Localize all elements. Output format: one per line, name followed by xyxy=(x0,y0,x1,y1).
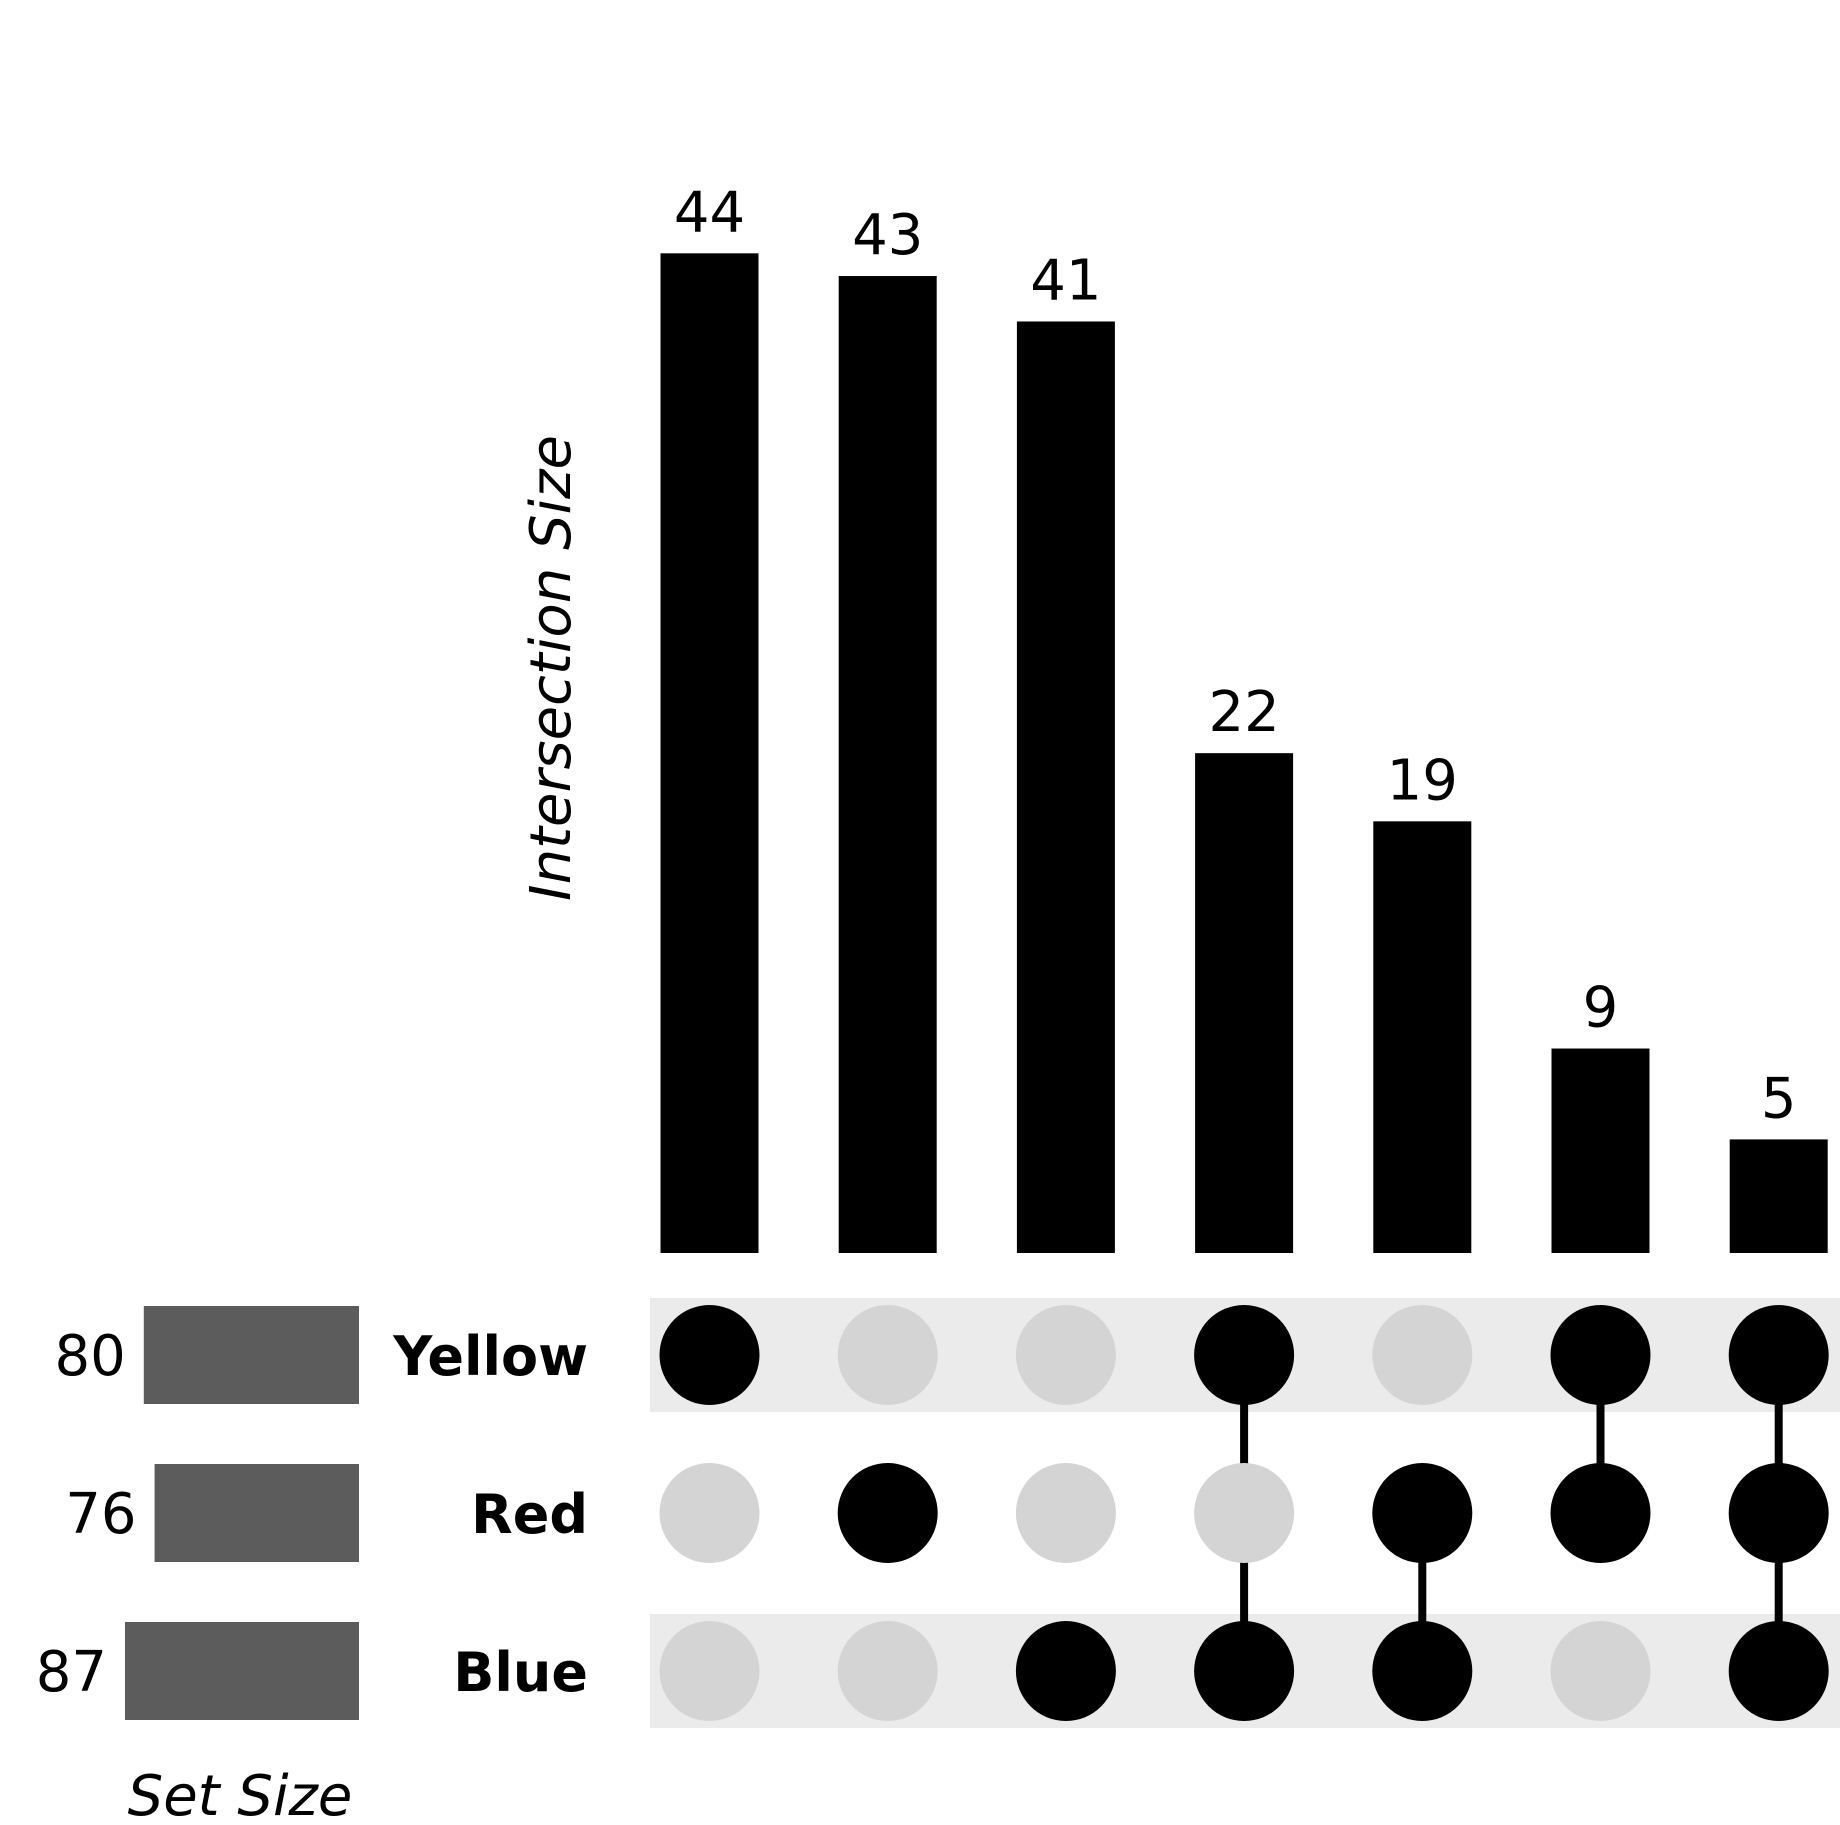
intersection-bar-label: 19 xyxy=(1387,748,1458,813)
intersection-bar xyxy=(660,253,759,1253)
intersection-bar-labels: 44 43 41 22 19 9 5 xyxy=(674,180,1797,1131)
intersection-bar-label: 22 xyxy=(1208,680,1279,745)
matrix-dot-inactive xyxy=(1194,1463,1295,1563)
set-name-red: Red xyxy=(471,1483,588,1546)
set-size-bar-red xyxy=(154,1464,359,1562)
set-size-bar-blue xyxy=(124,1622,359,1720)
matrix-dot-active xyxy=(1728,1621,1829,1721)
intersection-bar xyxy=(1195,753,1294,1253)
matrix-dot-active xyxy=(659,1305,760,1405)
matrix-dot-active xyxy=(1550,1305,1651,1405)
set-name-yellow: Yellow xyxy=(392,1325,588,1388)
set-size-bar-yellow xyxy=(143,1306,359,1404)
intersection-bar xyxy=(1551,1048,1650,1253)
intersection-bar xyxy=(1373,821,1472,1253)
set-name-labels: Yellow Red Blue xyxy=(392,1325,588,1704)
matrix-dot-inactive xyxy=(837,1621,938,1721)
intersection-bar-label: 9 xyxy=(1583,976,1619,1041)
intersection-bar xyxy=(1729,1139,1828,1253)
matrix-dot-inactive xyxy=(659,1621,760,1721)
y-axis-title: Intersection Size xyxy=(519,435,584,901)
matrix-dot-active xyxy=(1015,1621,1116,1721)
matrix-dots xyxy=(659,1305,1651,1721)
intersection-bar-label: 41 xyxy=(1030,248,1101,313)
set-size-value-labels: 80 76 87 xyxy=(36,1324,137,1705)
matrix-dot-active xyxy=(1194,1621,1295,1721)
set-size-value-yellow: 80 xyxy=(55,1324,126,1389)
matrix-dot-inactive xyxy=(1015,1463,1116,1563)
matrix-connectors xyxy=(659,1305,1829,1721)
intersection-bar xyxy=(838,276,937,1253)
intersection-bar-label: 44 xyxy=(674,180,745,245)
set-size-value-red: 76 xyxy=(65,1482,136,1547)
matrix-dot-active xyxy=(1372,1621,1473,1721)
matrix-dot-inactive xyxy=(659,1463,760,1563)
intersection-bar-label: 43 xyxy=(852,203,923,268)
matrix-dot-active xyxy=(1372,1463,1473,1563)
matrix-dot-active xyxy=(1194,1305,1295,1405)
set-size-value-blue: 87 xyxy=(36,1640,107,1705)
intersection-bar-label: 5 xyxy=(1761,1066,1797,1131)
intersection-bars xyxy=(660,253,1828,1254)
matrix-dot-active xyxy=(837,1463,938,1563)
set-name-blue: Blue xyxy=(453,1641,588,1704)
matrix-dot-inactive xyxy=(1372,1305,1473,1405)
set-size-title: Set Size xyxy=(128,1764,353,1825)
matrix-dot-active xyxy=(1728,1305,1829,1405)
matrix-dot-inactive xyxy=(1015,1305,1116,1405)
matrix-dot-inactive xyxy=(837,1305,938,1405)
matrix-dot-active xyxy=(1550,1463,1651,1563)
set-size-bars xyxy=(124,1306,359,1720)
intersection-bar xyxy=(1016,321,1115,1254)
matrix-dot-inactive xyxy=(1550,1621,1651,1721)
matrix-dot-active xyxy=(1728,1463,1829,1563)
